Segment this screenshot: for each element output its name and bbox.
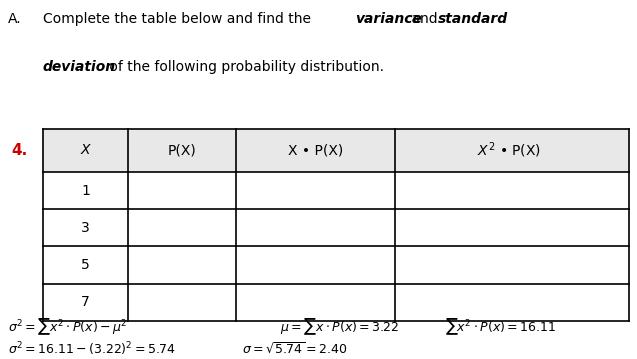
Text: $\mu = \sum x \cdot P(x) = 3.22$: $\mu = \sum x \cdot P(x) = 3.22$ [280, 317, 400, 337]
Text: $\sigma^2 = 16.11 - (3.22)^2 = 5.74$: $\sigma^2 = 16.11 - (3.22)^2 = 5.74$ [8, 341, 175, 358]
Text: standard: standard [438, 12, 508, 26]
Text: 1: 1 [81, 183, 90, 197]
Text: deviation: deviation [43, 60, 116, 74]
Text: A.: A. [8, 12, 22, 26]
Text: X: X [81, 144, 90, 158]
Text: $\sigma = \sqrt{5.74} = 2.40$: $\sigma = \sqrt{5.74} = 2.40$ [243, 342, 348, 357]
Text: 7: 7 [81, 295, 90, 309]
Text: Complete the table below and find the: Complete the table below and find the [43, 12, 315, 26]
Text: $\sigma^2 = \sum x^2 \cdot P(x) - \mu^2$: $\sigma^2 = \sum x^2 \cdot P(x) - \mu^2$ [8, 317, 127, 337]
Text: P(X): P(X) [168, 144, 197, 158]
Text: variance: variance [355, 12, 422, 26]
Text: of the following probability distribution.: of the following probability distributio… [104, 60, 383, 74]
Text: X • P(X): X • P(X) [288, 144, 343, 158]
Text: $X^2$ • P(X): $X^2$ • P(X) [476, 141, 541, 160]
Text: 5: 5 [81, 258, 90, 272]
Text: 4.: 4. [11, 143, 27, 158]
Text: $\sum x^2 \cdot P(x) = 16.11$: $\sum x^2 \cdot P(x) = 16.11$ [445, 317, 557, 337]
Text: 3: 3 [81, 221, 90, 235]
Text: and: and [407, 12, 442, 26]
